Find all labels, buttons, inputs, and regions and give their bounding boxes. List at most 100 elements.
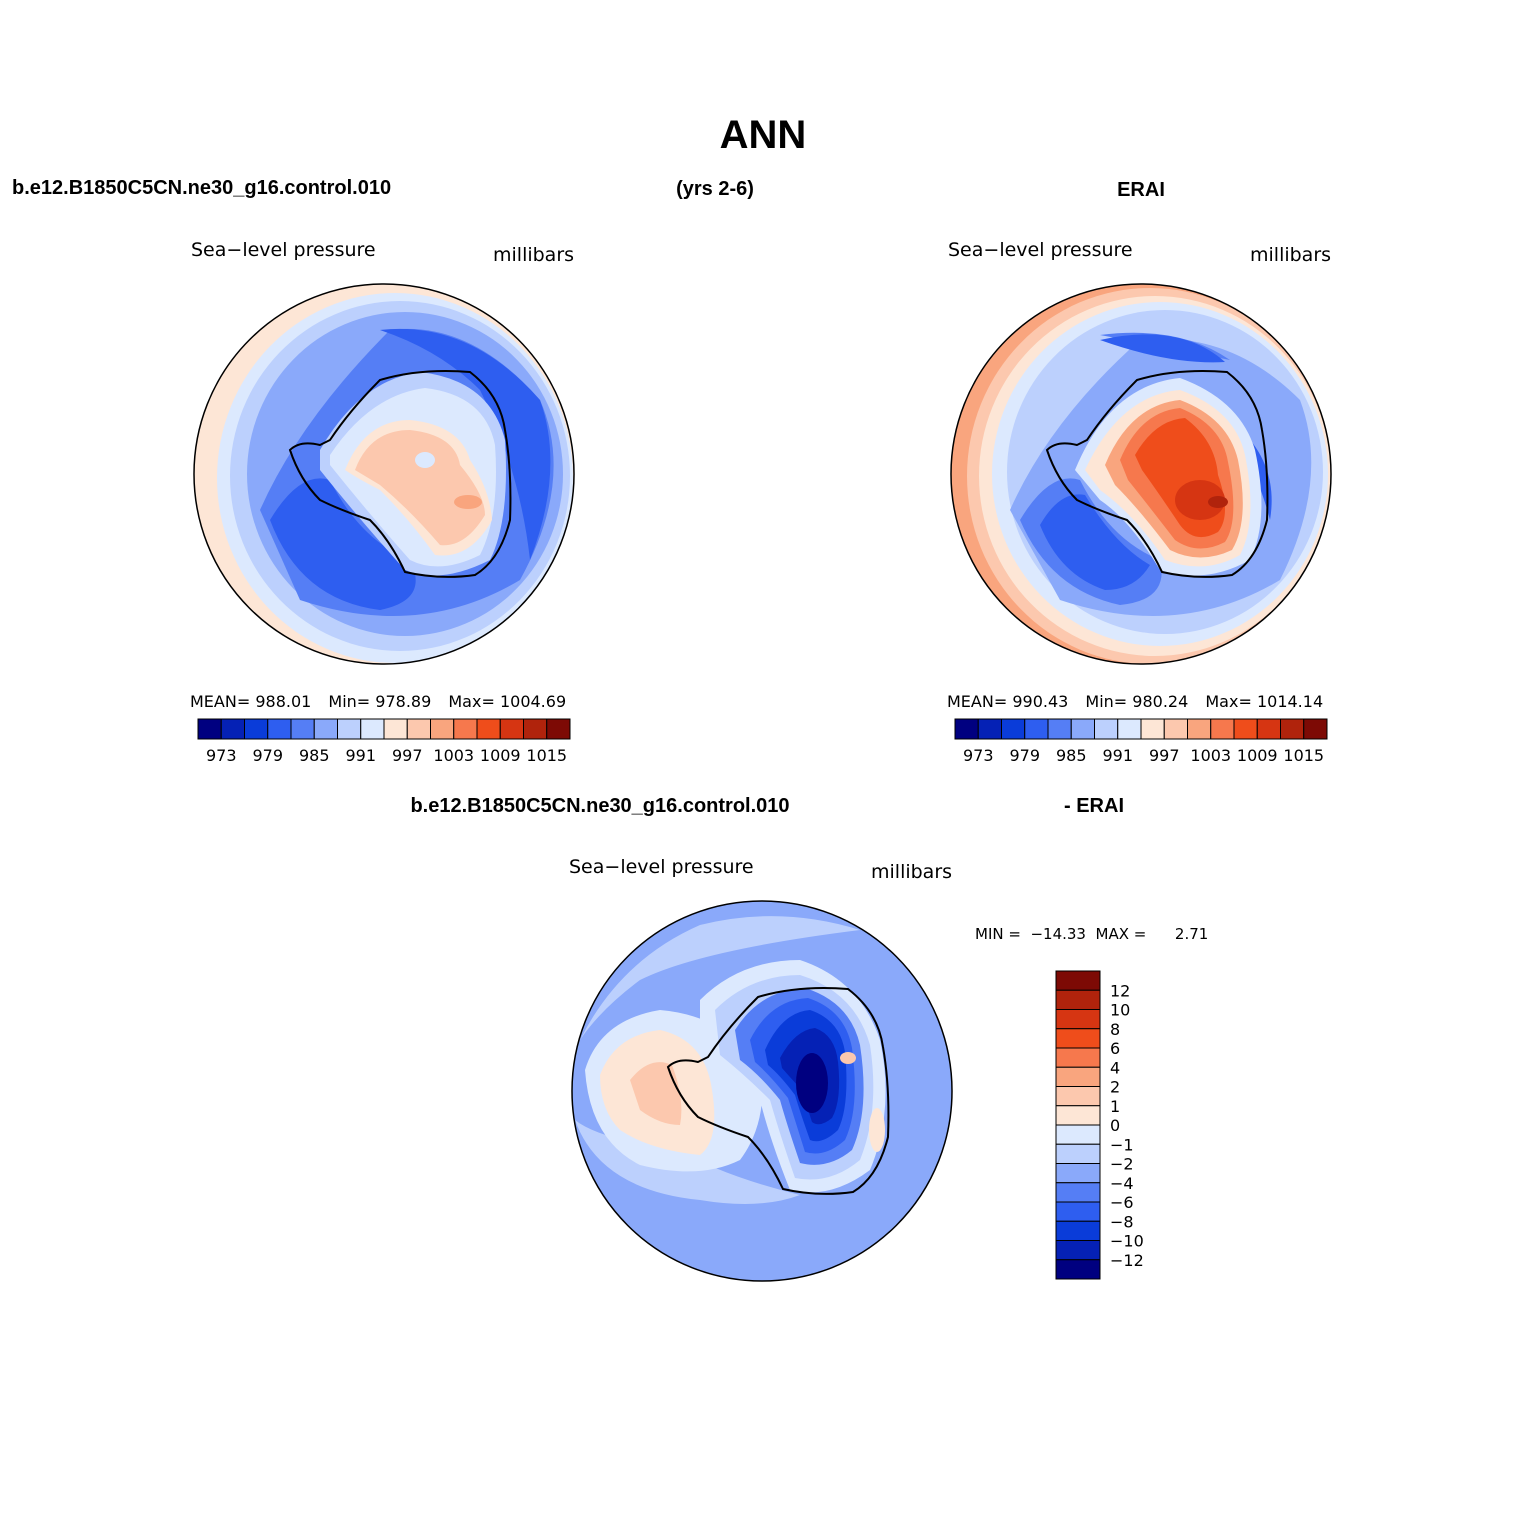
diff-colorbar-box: [1055, 1086, 1101, 1107]
model-polar-map: [194, 284, 574, 664]
diff-colorbar-box: [1055, 1201, 1101, 1222]
obs-colorbar-box: [1001, 718, 1026, 740]
obs-colorbar-box: [1070, 718, 1095, 740]
model-colorbar-label: 1009: [480, 746, 521, 765]
model-colorbar-box: [337, 718, 362, 740]
case-name-label: b.e12.B1850C5CN.ne30_g16.control.010: [12, 177, 391, 199]
model-colorbar-box: [383, 718, 408, 740]
model-colorbar: 973 979 985 991 997 1003 1009 1015: [197, 718, 571, 765]
diff-colorbar-label: −2: [1110, 1155, 1134, 1174]
diff-colorbar-box: [1055, 1028, 1101, 1049]
diff-minmax: MIN = −14.33 MAX = 2.71: [975, 925, 1208, 943]
diff-colorbar-box: [1055, 1182, 1101, 1203]
diff-units-label: millibars: [871, 861, 952, 883]
diff-colorbar-label: 2: [1110, 1078, 1120, 1097]
obs-colorbar-label: 985: [1056, 746, 1087, 765]
model-colorbar-box: [290, 718, 315, 740]
diff-colorbar-label: −12: [1110, 1251, 1144, 1270]
obs-colorbar-box: [1187, 718, 1212, 740]
model-colorbar-box: [406, 718, 431, 740]
diff-colorbar-label: 0: [1110, 1116, 1120, 1135]
obs-units-label: millibars: [1250, 244, 1331, 266]
obs-colorbar-box: [977, 718, 1002, 740]
diff-colorbar-box: [1055, 1259, 1101, 1280]
model-colorbar-label: 991: [345, 746, 376, 765]
obs-colorbar-box: [1233, 718, 1258, 740]
diff-colorbar-label: 12: [1110, 981, 1130, 1000]
model-colorbar-label: 1015: [526, 746, 567, 765]
model-panel: Sea−level pressure millibars MEAN= 988.0…: [190, 239, 575, 765]
diff-colorbar-box: [1055, 1009, 1101, 1030]
diff-colorbar-box: [1055, 1220, 1101, 1241]
diff-colorbar-label: −8: [1110, 1212, 1134, 1231]
model-variable-label: Sea−level pressure: [191, 239, 376, 261]
diff-colorbar-label: 10: [1110, 1001, 1130, 1020]
model-colorbar-label: 985: [299, 746, 330, 765]
obs-colorbar-label: 973: [963, 746, 994, 765]
diff-variable-label: Sea−level pressure: [569, 856, 754, 878]
diff-colorbar-box: [1055, 1047, 1101, 1068]
model-coastline: [288, 370, 512, 578]
model-colorbar-box: [453, 718, 478, 740]
model-colorbar-box: [313, 718, 338, 740]
obs-panel: Sea−level pressure millibars MEAN=: [947, 239, 1332, 765]
model-colorbar-label: 973: [206, 746, 237, 765]
obs-colorbar-box: [1024, 718, 1049, 740]
diff-map-border: [571, 900, 953, 1282]
model-map-border: [193, 283, 575, 665]
diff-colorbar-box: [1055, 989, 1101, 1010]
obs-colorbar-box: [1094, 718, 1119, 740]
model-colorbar-label: 1003: [433, 746, 474, 765]
model-colorbar-box: [523, 718, 548, 740]
obs-stats: MEAN= 990.43 Min= 980.24 Max= 1014.14: [947, 692, 1323, 711]
model-colorbar-box: [476, 718, 501, 740]
obs-colorbar-label: 1009: [1237, 746, 1278, 765]
model-colorbar-box: [244, 718, 269, 740]
obs-colorbar-box: [1047, 718, 1072, 740]
obs-colorbar-box: [1163, 718, 1188, 740]
obs-colorbar-label: 1015: [1283, 746, 1324, 765]
diff-colorbar-box: [1055, 1240, 1101, 1261]
obs-colorbar: 973 979 985 991 997 1003 1009 1015: [954, 718, 1328, 765]
diff-colorbar-box: [1055, 1105, 1101, 1126]
years-label: (yrs 2-6): [676, 178, 754, 200]
diff-coastline: [666, 987, 890, 1195]
obs-variable-label: Sea−level pressure: [948, 239, 1133, 261]
diff-colorbar-box: [1055, 1143, 1101, 1164]
model-colorbar-box: [360, 718, 385, 740]
obs-name-label: ERAI: [1117, 179, 1165, 201]
obs-coastline: [1045, 370, 1269, 578]
diff-colorbar-label: 1: [1110, 1097, 1120, 1116]
obs-map-border: [950, 283, 1332, 665]
model-colorbar-box: [430, 718, 455, 740]
diff-panel: Sea−level pressure millibars MIN = −14.3…: [569, 856, 1208, 1282]
diff-colorbar-label: −4: [1110, 1174, 1134, 1193]
model-colorbar-box: [267, 718, 292, 740]
figure-title: ANN: [720, 113, 807, 157]
diff-colorbar-label: −10: [1110, 1232, 1144, 1251]
diff-colorbar-label: −6: [1110, 1193, 1134, 1212]
obs-colorbar-box: [1140, 718, 1165, 740]
obs-colorbar-box: [1210, 718, 1235, 740]
model-units-label: millibars: [493, 244, 574, 266]
diff-colorbar-label: 6: [1110, 1039, 1120, 1058]
diff-colorbar-box: [1055, 1124, 1101, 1145]
obs-colorbar-box: [1256, 718, 1281, 740]
obs-colorbar-label: 991: [1102, 746, 1133, 765]
diff-colorbar-label: −1: [1110, 1135, 1134, 1154]
diff-case-name-label: b.e12.B1850C5CN.ne30_g16.control.010: [410, 795, 789, 817]
model-colorbar-label: 997: [392, 746, 423, 765]
model-colorbar-box: [546, 718, 571, 740]
diff-colorbar-label: 8: [1110, 1020, 1120, 1039]
obs-colorbar-label: 1003: [1190, 746, 1231, 765]
diff-colorbar-label: 4: [1110, 1058, 1120, 1077]
diff-colorbar-box: [1055, 1163, 1101, 1184]
model-colorbar-box: [220, 718, 245, 740]
diff-colorbar-box: [1055, 1066, 1101, 1087]
obs-colorbar-box: [1303, 718, 1328, 740]
model-colorbar-box: [499, 718, 524, 740]
obs-colorbar-box: [1117, 718, 1142, 740]
obs-colorbar-box: [1280, 718, 1305, 740]
